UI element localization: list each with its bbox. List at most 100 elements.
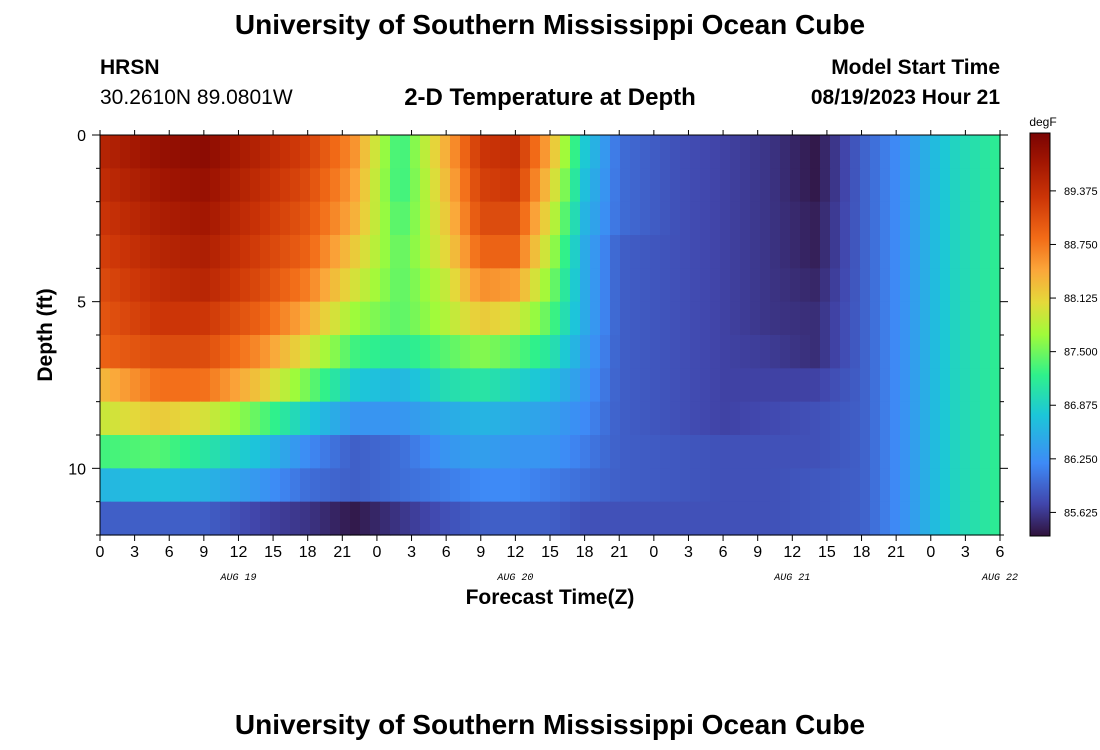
heatmap-cell <box>320 201 331 236</box>
heatmap-cell <box>420 435 431 469</box>
heatmap-cell <box>140 468 151 503</box>
x-tick-label: 6 <box>165 544 174 561</box>
heatmap-cell <box>160 168 171 203</box>
heatmap-cell <box>220 335 231 369</box>
heatmap-cell <box>240 168 251 203</box>
heatmap-cell <box>430 401 441 436</box>
heatmap-cell <box>350 368 361 403</box>
heatmap-cell <box>860 435 871 469</box>
heatmap-cell <box>250 468 261 503</box>
heatmap-cell <box>490 368 501 403</box>
footer-title: University of Southern Mississippi Ocean… <box>234 709 866 740</box>
heatmap-cell <box>990 201 1001 236</box>
x-tick-label: 15 <box>818 544 836 561</box>
heatmap-cell <box>390 401 401 436</box>
heatmap-cell <box>800 368 811 403</box>
heatmap-cell <box>490 268 501 303</box>
heatmap-cell <box>740 235 751 269</box>
heatmap-cell <box>760 468 771 503</box>
heatmap-cell <box>940 135 951 169</box>
heatmap-cell <box>360 401 371 436</box>
heatmap-cell <box>130 335 141 369</box>
heatmap-cell <box>710 235 721 269</box>
heatmap-cell <box>400 435 411 469</box>
heatmap-cell <box>130 168 141 203</box>
heatmap-cell <box>800 235 811 269</box>
colorbar-tick-label: 85.625 <box>1064 507 1098 519</box>
heatmap-cell <box>230 468 241 503</box>
heatmap-cell <box>680 268 691 303</box>
heatmap-cell <box>770 201 781 236</box>
heatmap-cell <box>860 401 871 436</box>
heatmap-cell <box>980 201 991 236</box>
heatmap-cell <box>750 235 761 269</box>
heatmap-cell <box>710 335 721 369</box>
heatmap-cell <box>140 201 151 236</box>
heatmap-cell <box>340 435 351 469</box>
heatmap-cell <box>580 201 591 236</box>
heatmap-cell <box>370 135 381 169</box>
heatmap-cell <box>810 368 821 403</box>
heatmap-cell <box>840 135 851 169</box>
heatmap-cell <box>230 201 241 236</box>
heatmap-cell <box>900 201 911 236</box>
heatmap-cell <box>610 168 621 203</box>
heatmap-cell <box>670 201 681 236</box>
heatmap-cell <box>720 135 731 169</box>
heatmap-cell <box>470 201 481 236</box>
heatmap-cell <box>780 368 791 403</box>
heatmap-cell <box>650 201 661 236</box>
heatmap-cell <box>120 468 131 503</box>
heatmap-cell <box>490 468 501 503</box>
heatmap-cell <box>150 435 161 469</box>
heatmap-cell <box>910 468 921 503</box>
heatmap-cell <box>970 335 981 369</box>
heatmap-cell <box>780 335 791 369</box>
heatmap-cell <box>750 335 761 369</box>
heatmap-cell <box>280 201 291 236</box>
heatmap-cell <box>500 301 511 336</box>
x-tick-label: 9 <box>753 544 762 561</box>
heatmap-cell <box>520 301 531 336</box>
heatmap-cell <box>600 468 611 503</box>
heatmap-cell <box>980 301 991 336</box>
heatmap-cell <box>890 268 901 303</box>
heatmap-cell <box>500 135 511 169</box>
heatmap-cell <box>210 135 221 169</box>
heatmap-cell <box>600 368 611 403</box>
heatmap-cell <box>580 401 591 436</box>
heatmap-cell <box>340 335 351 369</box>
heatmap-cell <box>980 501 991 536</box>
heatmap-cell <box>340 401 351 436</box>
heatmap-cell <box>630 201 641 236</box>
heatmap-cell <box>160 501 171 536</box>
heatmap-cell <box>830 168 841 203</box>
heatmap-cell <box>550 268 561 303</box>
heatmap-cell <box>190 201 201 236</box>
heatmap-cell <box>250 401 261 436</box>
heatmap-cell <box>930 368 941 403</box>
x-tick-label: 0 <box>926 544 935 561</box>
heatmap-cell <box>690 468 701 503</box>
heatmap-cell <box>150 335 161 369</box>
heatmap-cell <box>650 501 661 536</box>
heatmap-cell <box>680 401 691 436</box>
heatmap-cell <box>520 468 531 503</box>
heatmap-cell <box>420 135 431 169</box>
heatmap-cell <box>260 368 271 403</box>
heatmap-cell <box>790 435 801 469</box>
heatmap-cell <box>770 235 781 269</box>
heatmap-cell <box>400 301 411 336</box>
heatmap-cell <box>820 335 831 369</box>
heatmap-cell <box>940 501 951 536</box>
heatmap-cell <box>600 235 611 269</box>
x-tick-label: 3 <box>684 544 693 561</box>
heatmap-cell <box>280 335 291 369</box>
heatmap-cell <box>570 468 581 503</box>
heatmap-cell <box>960 201 971 236</box>
heatmap-cell <box>130 135 141 169</box>
heatmap-cell <box>120 368 131 403</box>
heatmap-cell <box>570 235 581 269</box>
heatmap-cell <box>570 368 581 403</box>
x-axis-label: Forecast Time(Z) <box>466 586 635 609</box>
